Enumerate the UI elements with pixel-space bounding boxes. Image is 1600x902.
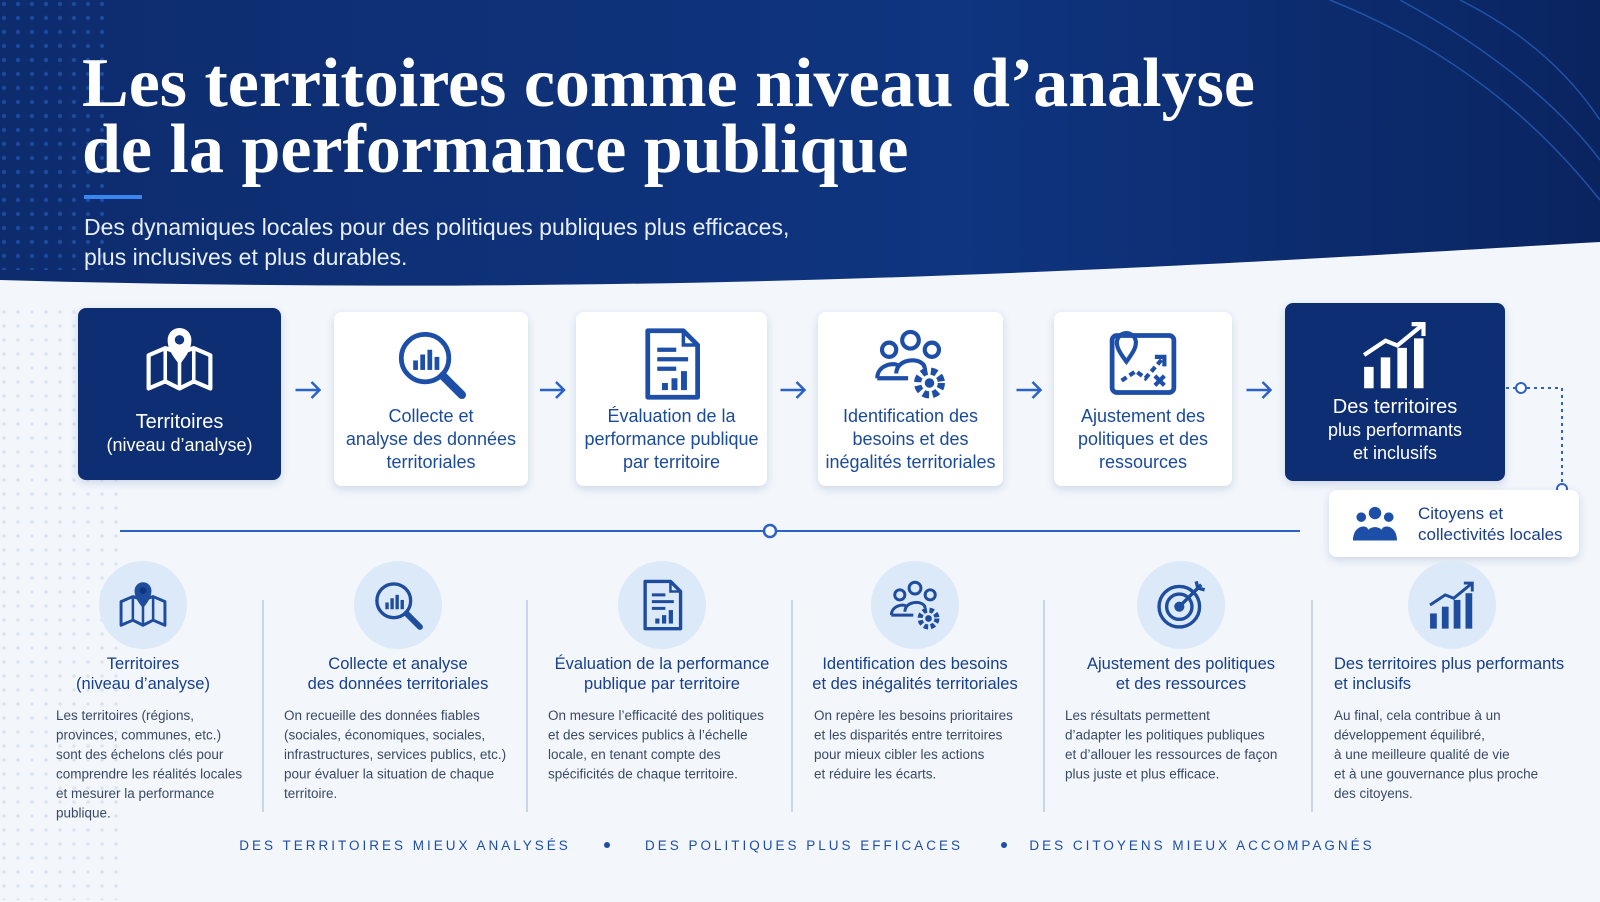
step-box [334,312,528,486]
connector-dot [1515,382,1527,394]
detail-title: Ajustement des politiques [1087,655,1275,673]
step-label: ressources [1099,452,1187,472]
detail-text: et des services publics à l’échelle [548,728,748,743]
step-label: et inclusifs [1353,443,1437,463]
detail-text: Les résultats permettent [1065,708,1210,723]
bullet [1001,842,1007,848]
step-arrow [1016,381,1043,399]
detail-title: Des territoires plus performants [1334,655,1564,673]
step-label: analyse des données [346,429,516,449]
subtitle-line: plus inclusives et plus durables. [84,244,407,270]
subtitle-line: Des dynamiques locales pour des politiqu… [84,214,789,240]
step-label: par territoire [623,452,720,472]
step-arrow [540,381,566,399]
dividers [262,600,1313,812]
step-label: Des territoires [1333,396,1457,418]
step-label: Collecte et [388,406,473,426]
step-box [1285,303,1505,481]
detail-text: provinces, communes, etc.) [56,728,221,743]
step-label: performance publique [584,429,758,449]
dot-pattern [0,0,110,270]
detail-icon-bg [871,561,959,649]
step-arrow [780,381,807,399]
step-label: (niveau d’analyse) [106,435,252,455]
detail-text: comprendre les réalités locales [56,767,242,782]
decor-curves [1329,0,1600,201]
detail-icon-bg [618,561,706,649]
detail-icon-bg [1408,561,1496,649]
step-label: inégalités territoriales [825,452,995,472]
detail-text: à une meilleure qualité de vie [1334,747,1510,762]
detail-text: On mesure l’efficacité des politiques [548,708,764,723]
tagline: DES CITOYENS MIEUX ACCOMPAGNÉS [1029,838,1374,853]
detail-text: On recueille des données fiables [284,708,480,723]
step-arrow [1246,381,1273,399]
timeline-dot [762,523,778,539]
detail-text: On repère les besoins prioritaires [814,708,1013,723]
side-box [1329,490,1579,557]
step-label: Ajustement des [1081,406,1205,426]
step-label: Territoires [136,411,224,433]
detail-text: développement équilibré, [1334,728,1485,743]
step-label: plus performants [1328,420,1462,440]
step-box [818,312,1003,486]
detail-text: et d’allouer les ressources de façon [1065,747,1277,762]
step-label: Identification des [843,406,978,426]
detail-text: publique. [56,806,111,821]
detail-title: Évaluation de la performance [555,654,770,673]
detail-text: pour évaluer la situation de chaque [284,767,494,782]
detail-title: des données territoriales [308,675,489,693]
detail-text: et réduire les écarts. [814,767,936,782]
detail-text: locale, en tenant compte des [548,747,721,762]
step-label: Évaluation de la [607,406,736,426]
detail-title: et des inégalités territoriales [812,675,1017,693]
detail-title: publique par territoire [584,675,740,693]
step-label: politiques et des [1078,429,1208,449]
detail-text: Au final, cela contribue à un [1334,708,1501,723]
detail-title: et des ressources [1116,675,1246,693]
step-box [1054,312,1232,486]
detail-title: et inclusifs [1334,675,1411,693]
tagline: DES TERRITOIRES MIEUX ANALYSÉS [239,838,571,853]
detail-title: (niveau d’analyse) [76,675,210,693]
step-arrow [295,381,322,399]
step-label: territoriales [386,452,475,472]
detail-text: spécificités de chaque territoire. [548,767,738,782]
detail-text: des citoyens. [1334,786,1413,801]
side-box-label: Citoyens et [1418,504,1503,523]
connector [1506,387,1563,488]
title-line: de la performance publique [82,111,908,188]
detail-text: d’adapter les politiques publiques [1065,728,1265,743]
step-box [78,308,281,480]
detail-text: et les disparités entre territoires [814,728,1003,743]
bullet [604,842,610,848]
detail-text: Les territoires (régions, [56,708,194,723]
detail-title: Collecte et analyse [328,655,467,673]
step-label: besoins et des [852,429,968,449]
detail-text: et mesurer la performance [56,786,214,801]
detail-text: plus juste et plus efficace. [1065,767,1219,782]
detail-text: et à une gouvernance plus proche [1334,767,1538,782]
tagline: DES POLITIQUES PLUS EFFICACES [645,838,963,853]
detail-text: infrastructures, services publics, etc.) [284,747,506,762]
side-box-label: collectivités locales [1418,525,1563,544]
title-line: Les territoires comme niveau d’analyse [82,45,1255,122]
header-background [0,0,1600,286]
detail-title: Territoires [107,655,179,673]
detail-text: pour mieux cibler les actions [814,747,985,762]
detail-title: Identification des besoins [822,655,1007,673]
title-underline [84,195,142,199]
detail-text: (sociales, économiques, sociales, [284,728,485,743]
detail-text: territoire. [284,786,337,801]
detail-text: sont des échelons clés pour [56,747,224,762]
